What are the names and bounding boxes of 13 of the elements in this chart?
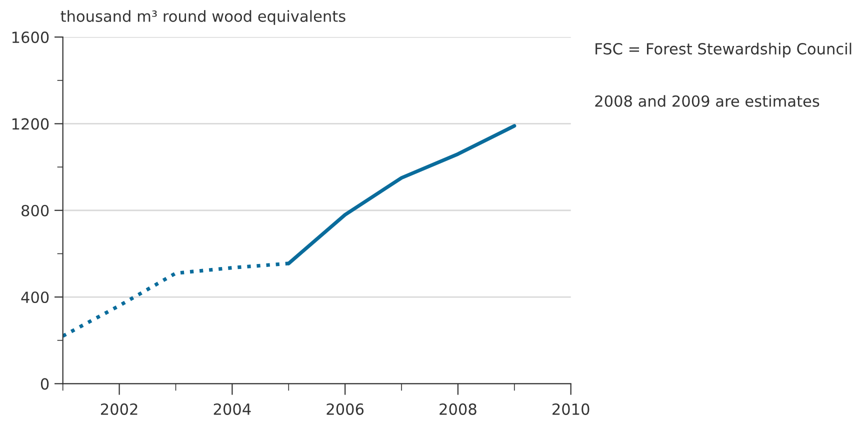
text: FSC = Forest Stewardship Council <box>596 42 852 58</box>
y-axis-title: thousand m³ round wood equivalents <box>60 10 346 25</box>
x-tick-label: 2004 <box>214 403 251 415</box>
x-tick-label: 2008 <box>440 403 476 415</box>
y-tick-label: 1200 <box>12 118 49 130</box>
y-tick-label: 400 <box>21 291 49 304</box>
x-tick-label: 2010 <box>552 403 590 415</box>
y-tick-label: 800 <box>22 204 49 216</box>
x-tick-label: 2002 <box>100 403 138 415</box>
y-tick-label: 1600 <box>12 32 49 44</box>
y-tick-label: 0 <box>40 378 49 390</box>
x-tick-label: 2006 <box>326 403 364 415</box>
text: 2008 and 2009 are estimates <box>595 95 820 107</box>
